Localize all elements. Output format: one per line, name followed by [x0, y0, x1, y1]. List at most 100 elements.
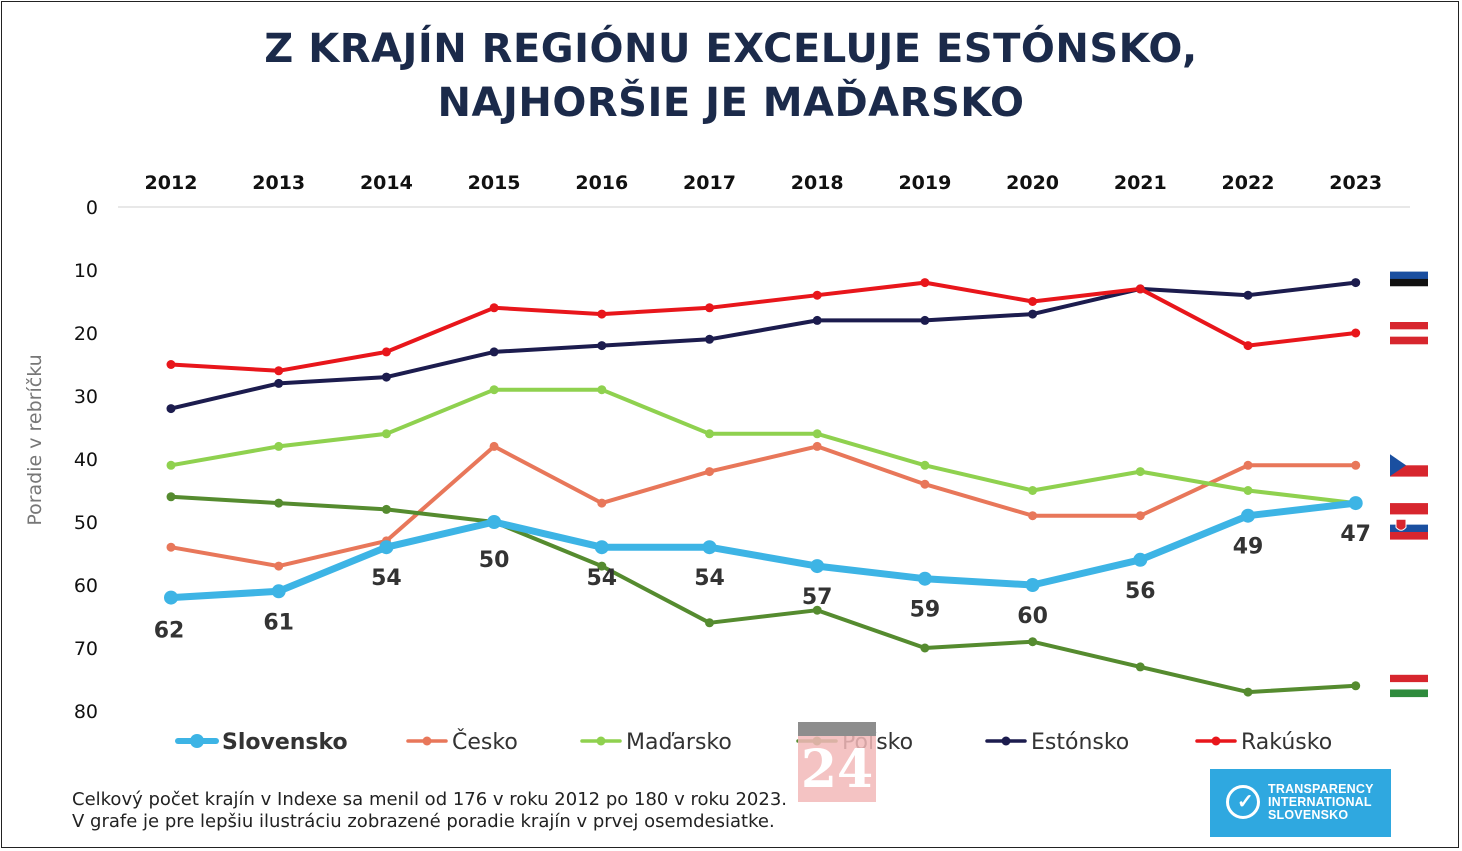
- title-line-1: Z KRAJÍN REGIÓNU EXCELUJE ESTÓNSKO,: [264, 26, 1198, 72]
- x-tick-label: 2023: [1329, 172, 1382, 194]
- footnote: Celkový počet krajín v Indexe sa menil o…: [72, 789, 787, 833]
- data-point-slovensko: [594, 540, 609, 555]
- data-point-cesko: [597, 498, 607, 508]
- x-tick-label: 2018: [791, 172, 844, 194]
- flag-triangle: [1390, 454, 1406, 477]
- series-line-rakusko: [169, 280, 1358, 373]
- flag-stripe: [1390, 689, 1428, 698]
- flag-slovensko-icon: [1390, 517, 1428, 540]
- data-point-rakusko: [381, 347, 391, 357]
- data-point-polsko: [381, 504, 391, 514]
- data-point-estonsko: [489, 347, 499, 357]
- data-label-slovensko: 54: [371, 566, 402, 591]
- data-point-cesko: [1243, 460, 1253, 470]
- flag-stripe: [1390, 465, 1428, 477]
- legend-label-madarsko: Maďarsko: [626, 730, 732, 755]
- data-point-estonsko: [812, 315, 822, 325]
- data-point-cesko: [1028, 511, 1038, 521]
- x-tick-label: 2016: [575, 172, 628, 194]
- data-point-madarsko: [597, 385, 607, 395]
- data-point-slovensko: [810, 559, 825, 574]
- flag-stripe: [1390, 286, 1428, 294]
- legend-label-slovensko: Slovensko: [222, 730, 348, 755]
- flag-cesko-icon: [1390, 454, 1428, 477]
- flag-rakusko-icon: [1390, 322, 1428, 345]
- flag-stripe: [1390, 674, 1428, 683]
- data-point-polsko: [274, 498, 284, 508]
- legend-marker-slovensko: [190, 734, 204, 748]
- ti-logo-line-3: SLOVENSKO: [1268, 808, 1349, 822]
- data-point-polsko: [705, 618, 714, 628]
- data-point-rakusko: [166, 360, 176, 369]
- flag-stripe: [1390, 682, 1428, 690]
- data-point-rakusko: [812, 290, 822, 300]
- y-tick-label: 30: [74, 386, 98, 408]
- flag-estonsko-icon: [1390, 271, 1428, 294]
- ti-logo-line-1: TRANSPARENCY: [1268, 782, 1374, 796]
- data-point-madarsko: [705, 429, 714, 439]
- y-tick-label: 80: [74, 701, 98, 723]
- data-point-rakusko: [489, 303, 499, 313]
- data-point-estonsko: [920, 315, 930, 325]
- footnote-line-1: Celkový počet krajín v Indexe sa menil o…: [72, 789, 787, 810]
- legend-label-cesko: Česko: [452, 729, 518, 755]
- flag-stripe: [1390, 336, 1428, 345]
- data-point-rakusko: [920, 278, 930, 288]
- flag-stripe: [1390, 454, 1428, 466]
- series-line-slovensko: [167, 499, 1360, 602]
- data-point-slovensko: [1133, 552, 1148, 567]
- logo-24-number: 24: [800, 739, 874, 800]
- x-tick-label: 2014: [360, 172, 413, 194]
- data-label-slovensko: 57: [802, 585, 833, 610]
- data-point-slovensko: [917, 571, 932, 586]
- data-point-cesko: [1135, 511, 1145, 521]
- data-label-slovensko: 47: [1340, 522, 1371, 547]
- data-point-estonsko: [1351, 278, 1361, 288]
- flag-stripe: [1390, 531, 1428, 540]
- data-point-estonsko: [597, 341, 607, 351]
- flag-stripe: [1390, 322, 1428, 330]
- data-label-slovensko: 49: [1233, 535, 1264, 560]
- flag-stripe: [1390, 517, 1428, 525]
- y-tick-label: 10: [74, 260, 98, 282]
- ti-logo-line-2: INTERNATIONAL: [1268, 795, 1372, 809]
- data-label-slovensko: 60: [1017, 604, 1048, 629]
- x-tick-label: 2013: [252, 172, 305, 194]
- data-point-slovensko: [379, 540, 394, 555]
- data-point-madarsko: [812, 429, 822, 439]
- data-point-slovensko: [1025, 578, 1040, 592]
- y-tick-label: 50: [74, 512, 98, 534]
- data-point-polsko: [812, 605, 822, 615]
- data-point-madarsko: [1243, 486, 1253, 495]
- data-point-madarsko: [1135, 467, 1145, 477]
- data-label-slovensko: 59: [910, 598, 941, 623]
- data-point-madarsko: [274, 441, 284, 451]
- data-point-estonsko: [1243, 290, 1253, 300]
- data-label-slovensko: 50: [479, 548, 510, 573]
- series-line-madarsko: [169, 387, 1358, 506]
- legend-marker-rakusko: [1211, 736, 1221, 746]
- data-point-madarsko: [1028, 486, 1038, 495]
- data-point-madarsko: [166, 460, 176, 470]
- y-tick-label: 60: [74, 575, 98, 597]
- flag-stripe: [1390, 329, 1428, 337]
- data-point-cesko: [812, 441, 822, 451]
- data-label-slovensko: 61: [263, 610, 294, 635]
- y-tick-label: 70: [74, 638, 98, 660]
- logo-24: 24: [798, 722, 876, 802]
- data-point-rakusko: [1028, 297, 1038, 306]
- flag-stripe: [1390, 271, 1428, 280]
- data-point-estonsko: [1028, 309, 1038, 319]
- data-point-polsko: [166, 492, 176, 502]
- ti-logo-text: TRANSPARENCY INTERNATIONAL SLOVENSKO: [1268, 783, 1374, 822]
- data-point-rakusko: [597, 309, 607, 319]
- data-point-estonsko: [381, 372, 391, 382]
- flag-stripe: [1390, 278, 1428, 287]
- legend-marker-madarsko: [596, 736, 606, 746]
- flag-stripe: [1390, 503, 1428, 515]
- data-point-polsko: [597, 561, 607, 571]
- data-label-slovensko: 56: [1125, 579, 1156, 604]
- data-point-cesko: [166, 542, 176, 552]
- data-point-rakusko: [1135, 284, 1145, 294]
